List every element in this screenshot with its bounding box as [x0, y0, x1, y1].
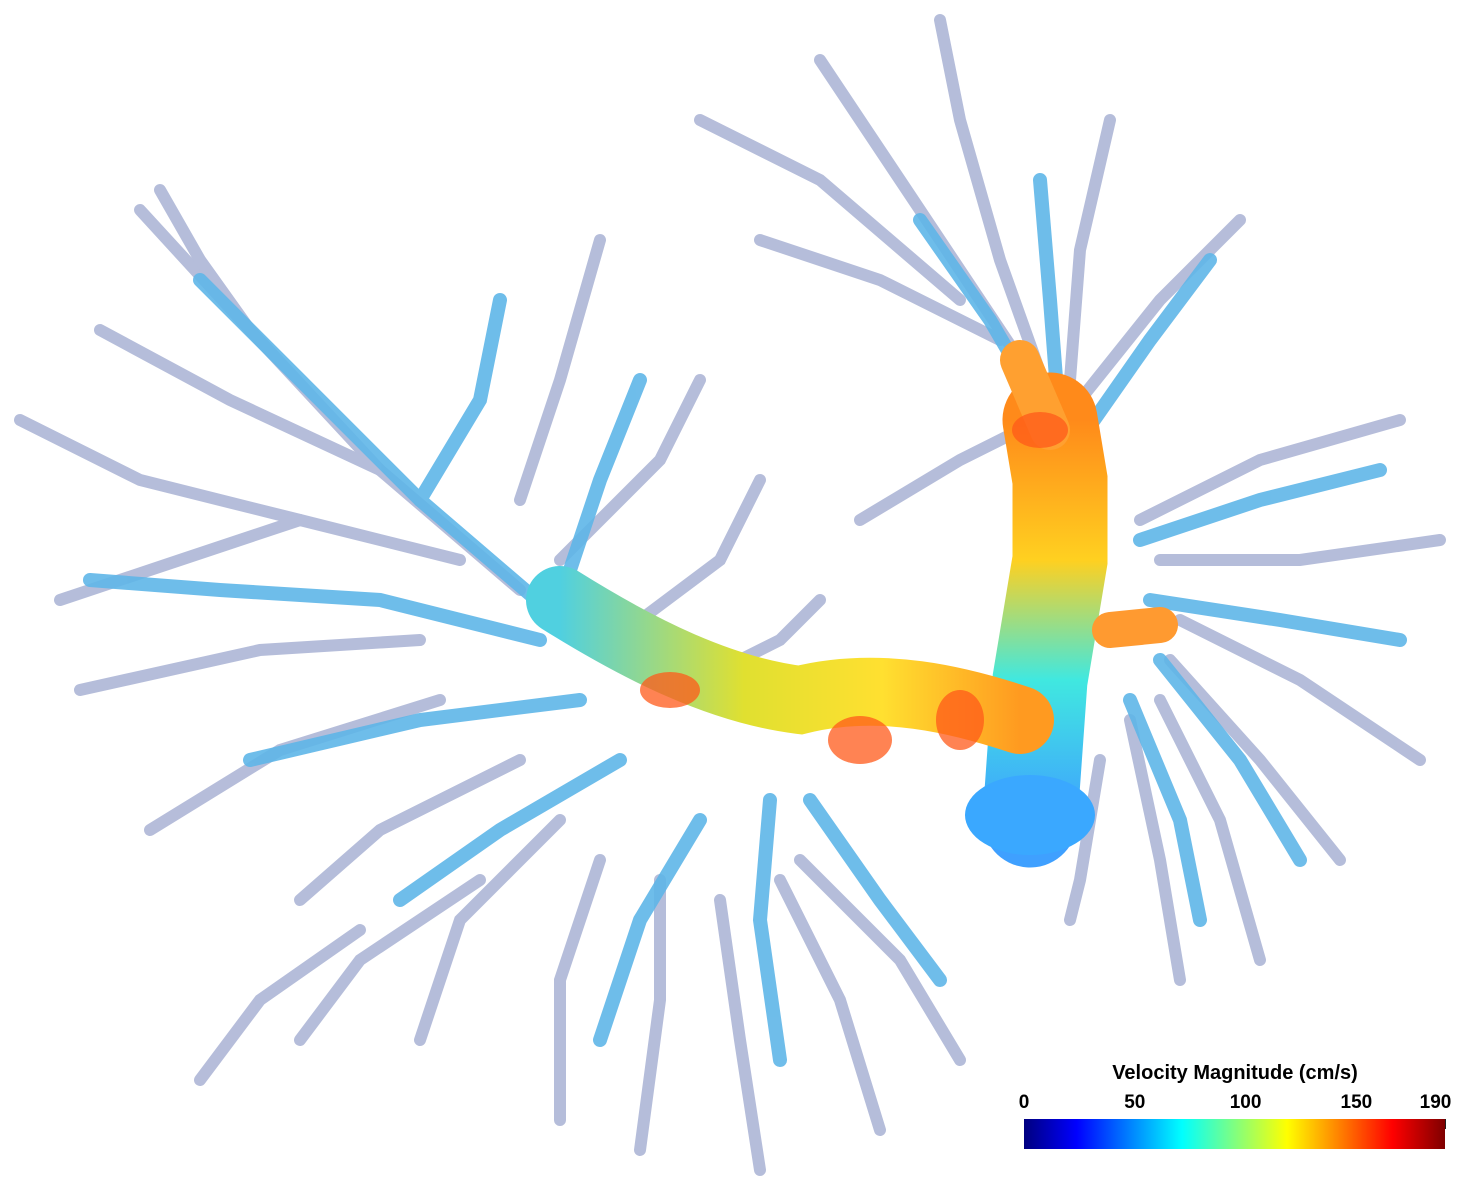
high-velocity-regions [640, 412, 1068, 764]
colorbar-tick-label: 100 [1229, 1092, 1262, 1113]
colorbar-tick [1445, 1119, 1446, 1129]
colorbar-tick-label: 0 [1018, 1092, 1030, 1113]
velocity-colorbar: Velocity Magnitude (cm/s) 0 50 100 150 190 [1000, 1062, 1470, 1162]
colorbar-tick-label: 190 [1419, 1092, 1452, 1113]
right-lung-mid-branches [913, 173, 1407, 927]
left-lung-mid-branches [83, 273, 947, 1067]
left-lung-outer-branches [14, 184, 966, 1176]
vessel-root [965, 775, 1095, 855]
colorbar-tick-label: 50 [1124, 1092, 1146, 1113]
colorbar-tick-label: 150 [1340, 1092, 1373, 1113]
colorbar-title: Velocity Magnitude (cm/s) [1112, 1062, 1358, 1084]
colorbar-gradient [1024, 1119, 1445, 1149]
